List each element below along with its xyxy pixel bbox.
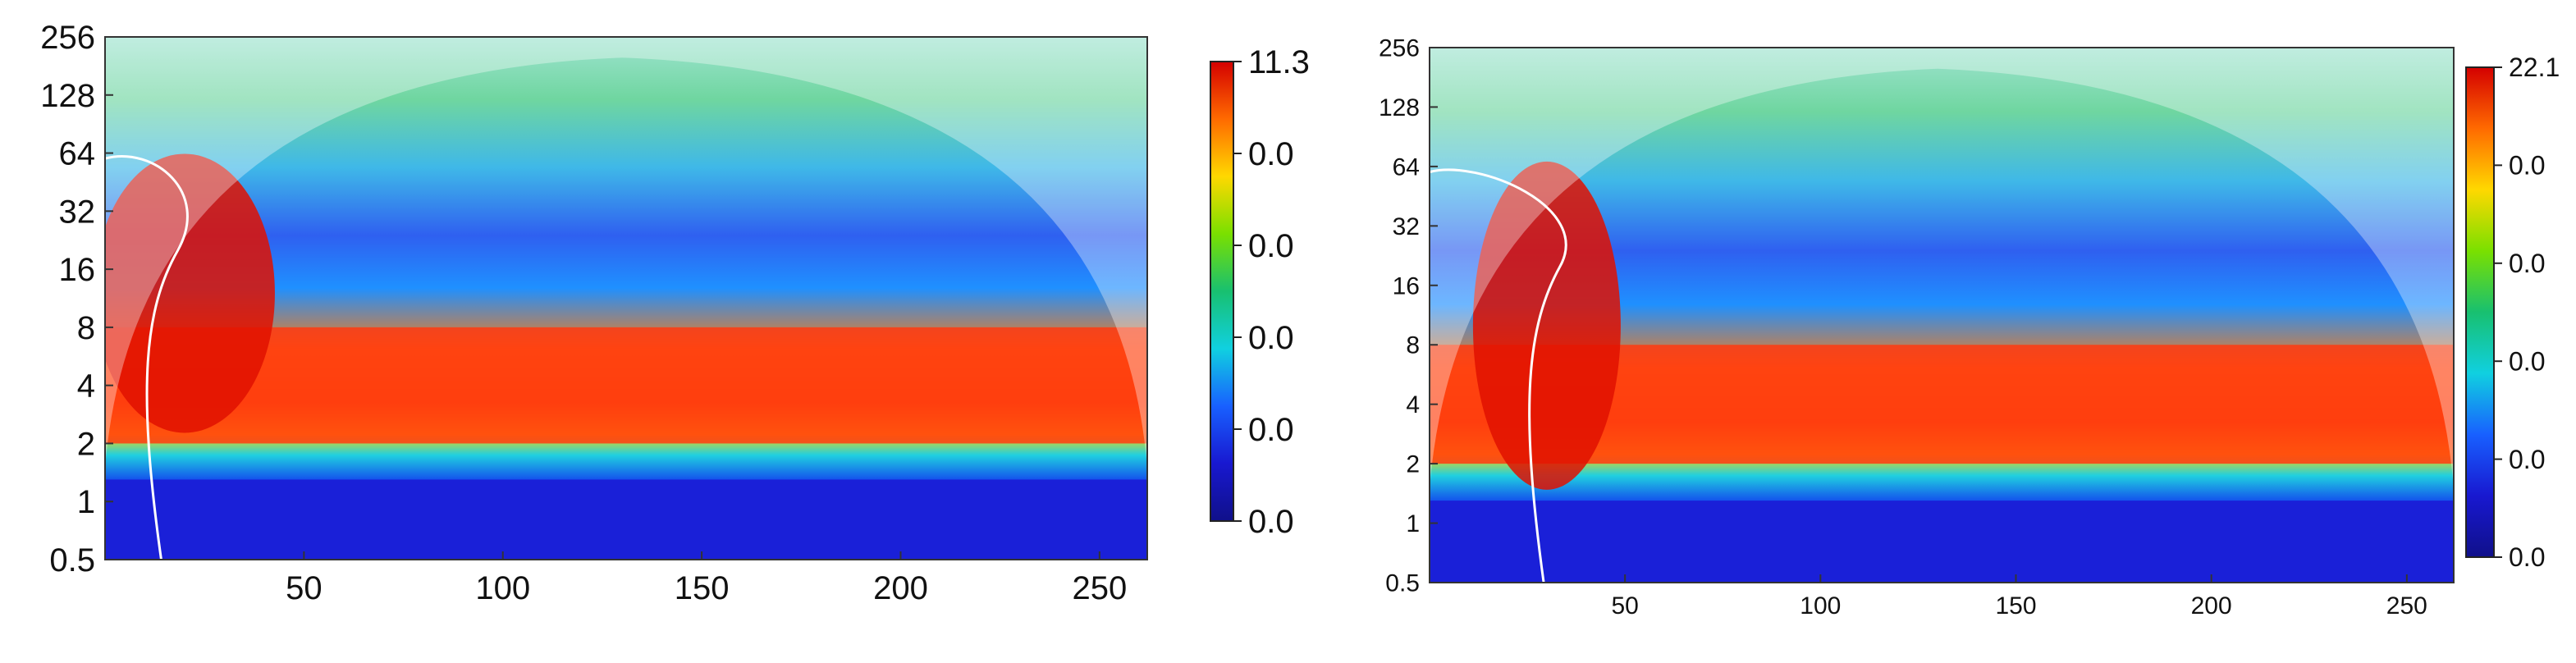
x-tick-label: 150 (1995, 592, 2036, 620)
colorbar-label: 11.3 (1248, 44, 1310, 80)
y-tick-label: 4 (1406, 391, 1420, 418)
y-tick-label: 0.5 (49, 542, 95, 578)
wavelet-power-field (105, 37, 1147, 560)
y-tick-label: 16 (59, 252, 96, 288)
x-tick-label: 50 (1611, 592, 1638, 620)
y-tick-label: 1 (77, 484, 95, 520)
colorbar-label: 22.1 (2509, 53, 2560, 82)
y-tick-label: 8 (1406, 332, 1420, 359)
x-tick-label: 250 (1072, 570, 1127, 606)
y-tick-label: 2 (1406, 451, 1420, 478)
y-tick-label: 0.5 (1385, 570, 1420, 597)
colorbar-label: 0.0 (2509, 151, 2545, 181)
colorbar (2465, 66, 2495, 558)
x-tick-label: 100 (1800, 592, 1841, 620)
significance-contour (105, 155, 189, 560)
y-tick-label: 128 (40, 78, 95, 114)
y-tick-label: 8 (77, 310, 95, 346)
colorbar-label: 0.0 (1248, 136, 1294, 172)
y-tick-label: 256 (1379, 35, 1420, 62)
wavelet-chart-left: 50 100 150 200 250 0.5 1 2 4 8 16 32 64 128 256 11.3 0.0… (40, 20, 1310, 606)
cone-of-influence-shade (105, 37, 1147, 468)
colorbar-label: 0.0 (1248, 412, 1294, 448)
early-high-power-region (1472, 161, 1621, 490)
wavelet-panel-right: 50 100 150 200 250 0.5 1 2 4 8 16 32 64 128 256 22.1 0.0… (1297, 0, 2576, 663)
plot-frame (104, 36, 1148, 560)
y-tick-label: 32 (1393, 213, 1420, 240)
colorbar (1210, 61, 1234, 522)
y-tick-label: 2 (77, 426, 95, 462)
y-tick-label: 16 (1393, 272, 1420, 299)
y-tick-label: 4 (77, 368, 95, 405)
high-power-band (105, 327, 1147, 444)
colorbar-label: 0.0 (1248, 228, 1294, 264)
wavelet-chart-right: 50 100 150 200 250 0.5 1 2 4 8 16 32 64 128 256 22.1 0.0… (1379, 35, 2560, 620)
colorbar-label: 0.0 (2509, 445, 2545, 474)
x-tick-label: 150 (675, 570, 730, 606)
colorbar-label: 0.0 (1248, 320, 1294, 356)
x-tick-label: 250 (2386, 592, 2427, 620)
plot-frame (1429, 47, 2455, 583)
y-tick-label: 128 (1379, 94, 1420, 121)
y-tick-label: 256 (40, 20, 95, 56)
x-tick-label: 200 (2191, 592, 2232, 620)
y-tick-label: 64 (59, 136, 96, 172)
significance-contour (1430, 168, 1567, 583)
low-power-region (1430, 501, 2454, 583)
colorbar-label: 0.0 (2509, 249, 2545, 278)
y-tick-label: 32 (59, 194, 96, 230)
wavelet-panel-left: 50 100 150 200 250 0.5 1 2 4 8 16 32 64 128 256 11.3 0.0… (0, 0, 1310, 663)
colorbar-label: 0.0 (2509, 542, 2545, 572)
cone-of-influence-shade (1430, 48, 2454, 489)
low-power-region (105, 479, 1147, 560)
x-tick-label: 200 (873, 570, 928, 606)
x-tick-label: 50 (286, 570, 323, 606)
x-tick-label: 100 (475, 570, 530, 606)
y-tick-label: 64 (1393, 153, 1420, 181)
y-tick-label: 1 (1406, 510, 1420, 537)
colorbar-label: 0.0 (2509, 346, 2545, 376)
colorbar-label: 0.0 (1248, 504, 1294, 540)
